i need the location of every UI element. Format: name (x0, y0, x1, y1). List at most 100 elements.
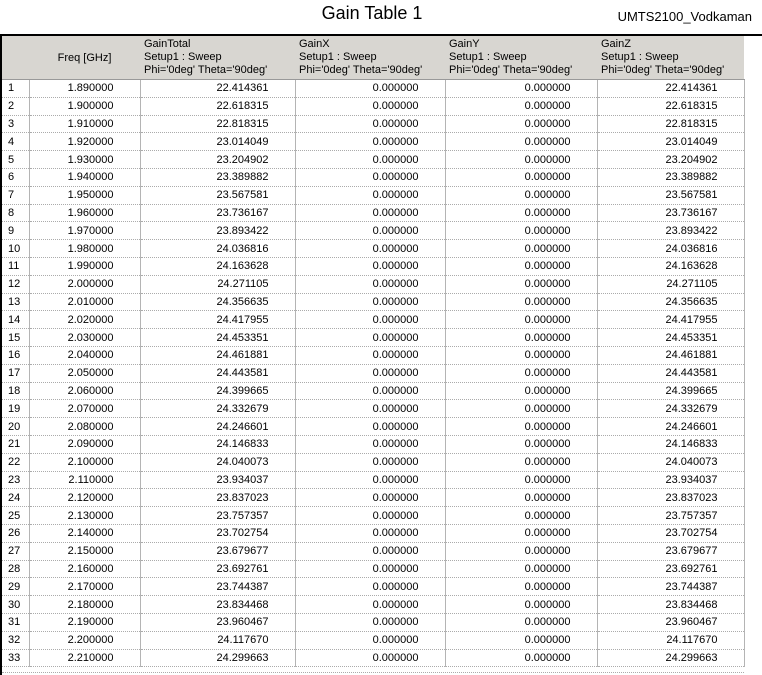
gainx-cell: 0.000000 (295, 649, 446, 668)
gainx-cell: 0.000000 (295, 613, 446, 632)
gainx-cell: 0.000000 (295, 382, 446, 401)
column-label: GainX (299, 38, 330, 50)
row-index-cell: 18 (2, 382, 30, 401)
row-index-cell: 29 (2, 577, 30, 597)
table-row: 1 1.890000 22.414361 0.000000 0.000000 22.414… (2, 79, 745, 98)
row-index-cell: 14 (2, 310, 30, 330)
gaintotal-cell: 23.679677 (140, 542, 296, 561)
gaintotal-cell: 23.837023 (140, 488, 296, 508)
freq-cell: 2.060000 (29, 382, 141, 401)
gaintotal-cell: 24.040073 (140, 453, 296, 472)
row-index-cell: 8 (2, 204, 30, 223)
freq-cell: 2.080000 (29, 417, 141, 436)
row-index-cell: 17 (2, 364, 30, 383)
gainz-cell: 24.271105 (597, 275, 745, 294)
gaintotal-cell: 23.692761 (140, 560, 296, 579)
gainz-cell: 22.414361 (597, 79, 745, 98)
gainy-cell: 0.000000 (445, 132, 598, 152)
row-index-cell: 27 (2, 542, 30, 561)
gainz-cell: 22.618315 (597, 97, 745, 116)
freq-cell: 1.910000 (29, 115, 141, 134)
gainy-cell: 0.000000 (445, 542, 598, 561)
gaintotal-cell: 24.117670 (140, 631, 296, 650)
gainy-cell: 0.000000 (445, 115, 598, 134)
gainx-cell: 0.000000 (295, 506, 446, 525)
gainz-cell: 23.702754 (597, 524, 745, 543)
gain-data-table: Freq [GHz] GainTotal Setup1 : Sweep Phi=… (2, 36, 745, 668)
table-row: 21 2.090000 24.146833 0.000000 0.000000 24.14… (2, 435, 745, 454)
freq-cell: 2.120000 (29, 488, 141, 508)
freq-cell: 2.030000 (29, 328, 141, 347)
gainy-cell: 0.000000 (445, 631, 598, 650)
freq-cell: 2.210000 (29, 649, 141, 668)
row-index-cell: 12 (2, 275, 30, 294)
gaintotal-cell: 23.757357 (140, 506, 296, 525)
gainx-cell: 0.000000 (295, 186, 446, 205)
gainz-cell: 24.163628 (597, 257, 745, 276)
gainy-cell: 0.000000 (445, 382, 598, 401)
table-row: 26 2.140000 23.702754 0.000000 0.000000 23.70… (2, 524, 745, 543)
gainy-column-header: GainY Setup1 : Sweep Phi='0deg' Theta='9… (445, 36, 597, 80)
gainz-cell: 23.567581 (597, 186, 745, 205)
gainy-cell: 0.000000 (445, 186, 598, 205)
gainy-cell: 0.000000 (445, 399, 598, 419)
freq-cell: 2.050000 (29, 364, 141, 383)
freq-cell: 2.190000 (29, 613, 141, 632)
gainx-cell: 0.000000 (295, 293, 446, 312)
freq-cell: 2.020000 (29, 310, 141, 330)
gaintotal-cell: 23.744387 (140, 577, 296, 597)
gainx-cell: 0.000000 (295, 417, 446, 436)
gainx-cell: 0.000000 (295, 257, 446, 276)
row-index-cell: 30 (2, 595, 30, 614)
table-row: 23 2.110000 23.934037 0.000000 0.000000 23.93… (2, 471, 745, 490)
gainz-cell: 24.117670 (597, 631, 745, 650)
gaintotal-cell: 24.453351 (140, 328, 296, 347)
row-index-cell: 9 (2, 221, 30, 241)
row-index-cell: 5 (2, 150, 30, 169)
gainz-cell: 24.399665 (597, 382, 745, 401)
gaintotal-cell: 24.246601 (140, 417, 296, 436)
table-row: 12 2.000000 24.271105 0.000000 0.000000 24.27… (2, 275, 745, 294)
gaintotal-cell: 24.271105 (140, 275, 296, 294)
row-index-cell: 22 (2, 453, 30, 472)
column-setup-label: Setup1 : Sweep (144, 51, 222, 63)
gainy-cell: 0.000000 (445, 417, 598, 436)
row-index-cell: 31 (2, 613, 30, 632)
freq-cell: 1.950000 (29, 186, 141, 205)
gainx-cell: 0.000000 (295, 132, 446, 152)
gainy-cell: 0.000000 (445, 204, 598, 223)
header-row: Freq [GHz] GainTotal Setup1 : Sweep Phi=… (2, 36, 744, 80)
next-row-partial-border (2, 672, 744, 673)
freq-cell: 2.130000 (29, 506, 141, 525)
table-row: 28 2.160000 23.692761 0.000000 0.000000 23.69… (2, 560, 745, 579)
row-index-cell: 10 (2, 239, 30, 258)
table-row: 2 1.900000 22.618315 0.000000 0.000000 22.618… (2, 97, 745, 116)
gainy-cell: 0.000000 (445, 649, 598, 668)
gaintotal-cell: 24.299663 (140, 649, 296, 668)
gainx-cell: 0.000000 (295, 310, 446, 330)
gainz-cell: 23.757357 (597, 506, 745, 525)
gainy-cell: 0.000000 (445, 577, 598, 597)
gaintotal-cell: 24.146833 (140, 435, 296, 454)
row-index-cell: 6 (2, 168, 30, 187)
gainy-cell: 0.000000 (445, 364, 598, 383)
gainz-cell: 23.389882 (597, 168, 745, 187)
gainx-cell: 0.000000 (295, 595, 446, 614)
gainx-cell: 0.000000 (295, 79, 446, 98)
gainz-cell: 24.461881 (597, 346, 745, 365)
gainx-cell: 0.000000 (295, 364, 446, 383)
gainz-cell: 24.443581 (597, 364, 745, 383)
gainy-cell: 0.000000 (445, 435, 598, 454)
row-index-cell: 24 (2, 488, 30, 508)
gaintotal-cell: 23.736167 (140, 204, 296, 223)
freq-cell: 2.010000 (29, 293, 141, 312)
freq-cell: 1.890000 (29, 79, 141, 98)
gainy-cell: 0.000000 (445, 168, 598, 187)
table-row: 4 1.920000 23.014049 0.000000 0.000000 23.014… (2, 132, 745, 152)
gainx-cell: 0.000000 (295, 435, 446, 454)
gainz-cell: 24.453351 (597, 328, 745, 347)
gaintotal-cell: 24.356635 (140, 293, 296, 312)
row-index-cell: 28 (2, 560, 30, 579)
gainx-cell: 0.000000 (295, 542, 446, 561)
table-row: 16 2.040000 24.461881 0.000000 0.000000 24.46… (2, 346, 745, 365)
